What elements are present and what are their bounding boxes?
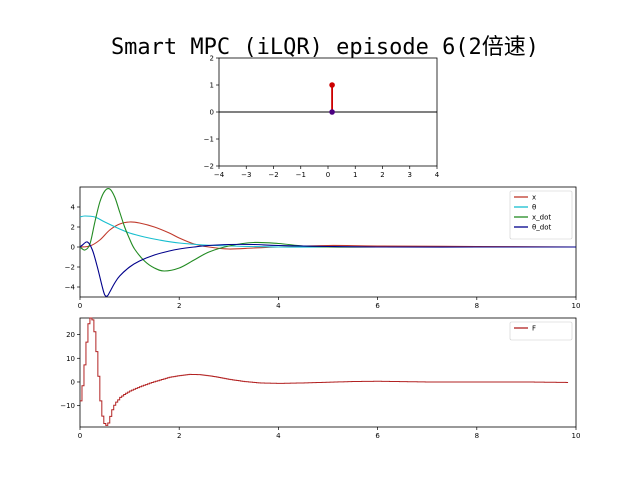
x-tick-label: 2 [177,302,181,310]
pole-tip-mass [329,82,335,88]
x-tick-label: 2 [177,432,181,440]
legend-label: θ_dot [532,224,552,232]
chart-title: Smart MPC (iLQR) episode 6(2倍速) [111,35,539,60]
y-tick-label: 1 [210,82,214,90]
control-input-plot: 0 2 4 6 8 10 −10 0 10 20 F [60,317,581,440]
plot-frame [79,186,577,298]
x-tick-label: 0 [78,432,82,440]
y-tick-label: −2 [204,163,214,171]
series-line [79,241,576,297]
x-tick-label: −2 [268,171,278,179]
legend: xθ x_dot θ_dot [509,190,573,240]
y-tick-label: 0 [71,378,75,386]
x-tick-label: 6 [375,302,380,310]
legend-label: F [532,325,536,333]
x-tick-label: 0 [78,302,82,310]
cart-pole-plot: −4 −3 −2 −1 0 1 2 3 4 −2 −1 0 1 2 [204,55,440,180]
x-tick-label: 8 [475,432,479,440]
legend-label: x_dot [532,214,551,222]
x-tick-label: 2 [380,171,384,179]
x-tick-label: 10 [572,432,581,440]
y-tick-label: 10 [66,355,75,363]
y-tick-label: 20 [66,331,75,339]
x-tick-label: 3 [408,171,412,179]
x-tick-label: 6 [375,432,380,440]
legend-box [509,321,573,341]
x-tick-label: 0 [326,171,330,179]
y-tick-label: 0 [210,109,214,117]
x-tick-label: −1 [296,171,306,179]
y-tick-label: 0 [71,244,75,252]
y-tick-label: 2 [210,55,214,63]
x-tick-label: −4 [214,171,225,179]
series-step-line [80,317,569,426]
x-tick-label: 1 [353,171,357,179]
x-tick-label: 8 [475,302,479,310]
plot-frame [79,317,577,428]
y-tick-label: −2 [65,264,75,272]
y-tick-label: 4 [71,204,76,212]
state-trajectories-plot: 0 2 4 6 8 10 −4 −2 0 2 4 xθ x_dot θ_dot [65,186,581,310]
x-tick-label: 4 [276,302,281,310]
y-tick-label: −10 [60,402,75,410]
x-tick-label: 4 [276,432,281,440]
legend: F [509,321,573,341]
y-tick-label: 2 [71,224,75,232]
cart-marker [329,109,335,115]
series-line [79,221,577,250]
legend-label: x [532,194,536,202]
x-tick-label: 4 [435,171,440,179]
x-tick-label: −3 [241,171,251,179]
legend-label: θ [532,204,536,212]
y-tick-label: −1 [204,136,214,144]
y-tick-label: −4 [65,284,76,292]
x-tick-label: 10 [572,302,581,310]
